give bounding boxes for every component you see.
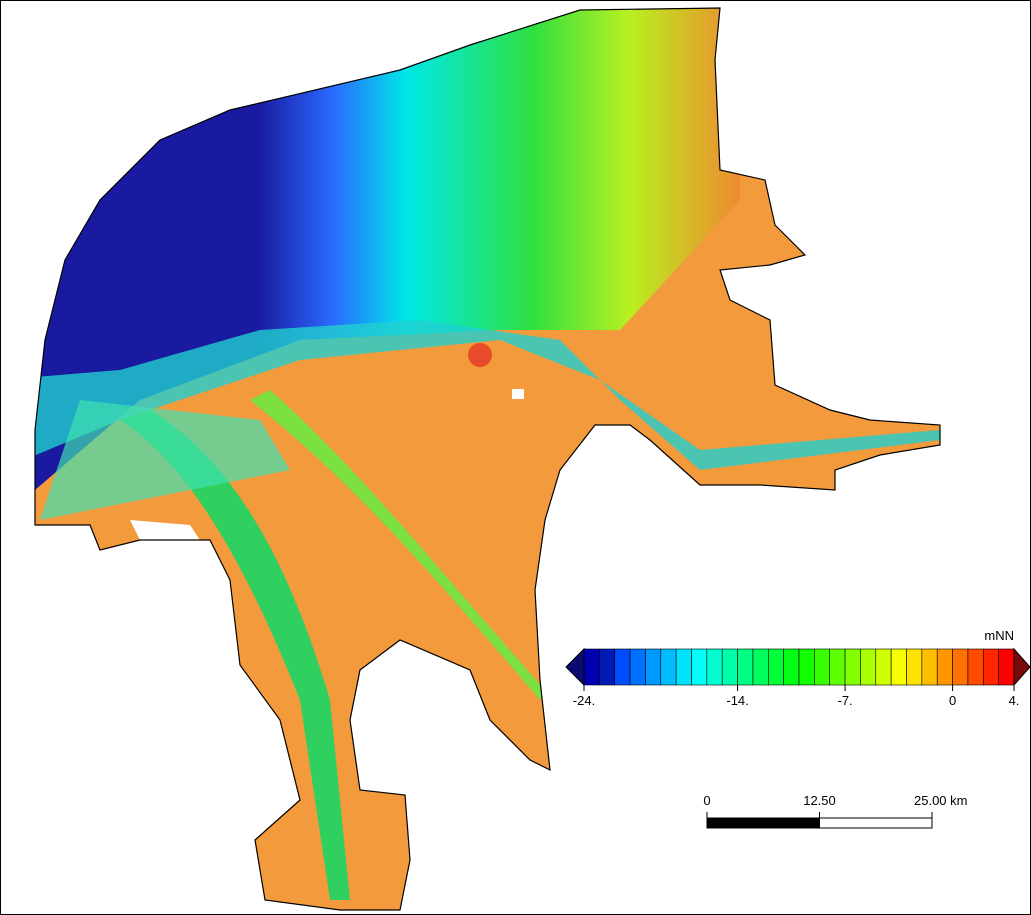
colorbar-cell (799, 649, 814, 685)
colorbar-cell (983, 649, 998, 685)
colorbar-over (1014, 649, 1030, 685)
colorbar-cell (814, 649, 829, 685)
colorbar-tick-label: -24. (573, 693, 595, 708)
scalebar-label: 25.00 km (914, 793, 967, 808)
colorbar-cell (599, 649, 614, 685)
colorbar-cell (768, 649, 783, 685)
scalebar-segment (820, 818, 933, 828)
colorbar-cell (891, 649, 906, 685)
scalebar-segment (707, 818, 820, 828)
colorbar-cell (860, 649, 875, 685)
colorbar-cell (661, 649, 676, 685)
colorbar-cell (999, 649, 1014, 685)
colorbar-unit: mNN (984, 628, 1014, 643)
page: mNN -24.-14.-7.04. 012.5025.00 km (() =>… (0, 0, 1031, 915)
colorbar-cell (753, 649, 768, 685)
colorbar-cell (845, 649, 860, 685)
colorbar-cell (907, 649, 922, 685)
colorbar: mNN -24. -14. -7. 0 4. (566, 628, 1030, 708)
colorbar-cell (630, 649, 645, 685)
scalebar: 0 12.50 25.00 km (703, 793, 967, 828)
colorbar-tick-label: -7. (837, 693, 852, 708)
colorbar-cell (937, 649, 952, 685)
scalebar-label: 12.50 (803, 793, 836, 808)
colorbar-tick-label: 0 (949, 693, 956, 708)
colorbar-cell (584, 649, 599, 685)
colorbar-cell (922, 649, 937, 685)
colorbar-tick-label: -14. (726, 693, 748, 708)
colorbar-cell (615, 649, 630, 685)
colorbar-cell (953, 649, 968, 685)
colorbar-cell (645, 649, 660, 685)
scalebar-label: 0 (703, 793, 710, 808)
colorbar-cell (876, 649, 891, 685)
colorbar-cell (830, 649, 845, 685)
colorbar-cell (738, 649, 753, 685)
colorbar-tick-label: 4. (1009, 693, 1020, 708)
colorbar-cell (707, 649, 722, 685)
colorbar-cell (722, 649, 737, 685)
colorbar-cell (692, 649, 707, 685)
bathymetry (0, 0, 1031, 915)
colorbar-cell (968, 649, 983, 685)
map: mNN -24. -14. -7. 0 4. 0 12.50 25.00 km (0, 0, 1031, 915)
colorbar-cell (784, 649, 799, 685)
colorbar-under (566, 649, 584, 685)
colorbar-cell (676, 649, 691, 685)
